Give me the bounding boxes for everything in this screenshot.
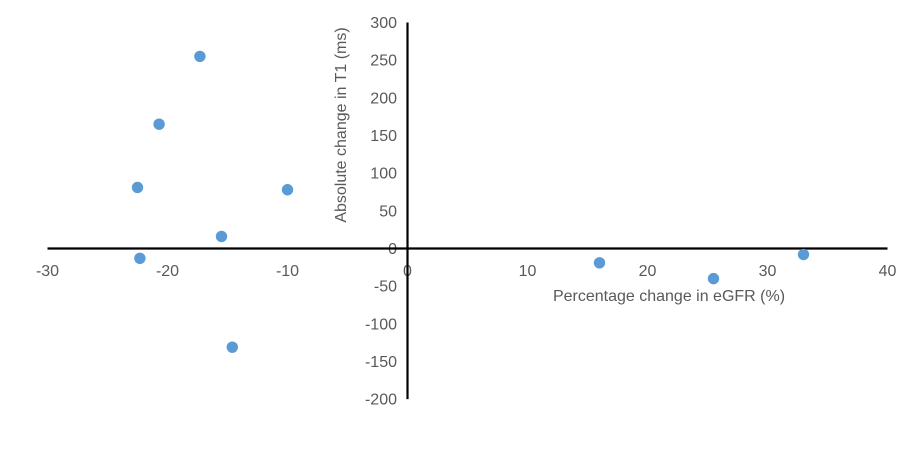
y-tick-label: 200 (370, 90, 397, 107)
y-tick-label: 300 (370, 15, 397, 32)
x-tick-label: -30 (36, 263, 59, 280)
x-tick-label: 40 (879, 263, 897, 280)
data-point (593, 257, 606, 269)
y-tick-label: -50 (374, 279, 397, 296)
y-tick-label: 100 (370, 166, 397, 183)
x-tick-label: -20 (156, 263, 179, 280)
y-tick-label: -150 (365, 354, 397, 371)
data-point (707, 272, 720, 285)
x-tick-label: 20 (639, 263, 657, 280)
data-point (134, 252, 146, 264)
y-tick-label: 150 (370, 128, 397, 145)
x-tick-label: 30 (759, 263, 777, 280)
data-point (131, 181, 144, 194)
y-axis-title: Absolute change in T1 (ms) (333, 27, 350, 223)
data-point (153, 118, 165, 130)
y-tick-label: 250 (370, 53, 397, 70)
x-tick-label: -10 (276, 263, 299, 280)
data-point (215, 230, 228, 243)
y-tick-label: -100 (365, 316, 397, 333)
data-point (797, 248, 810, 261)
y-tick-label: -200 (365, 392, 397, 409)
y-tick-label: 50 (379, 203, 397, 220)
data-point (226, 341, 238, 353)
x-tick-label: 10 (519, 263, 537, 280)
x-axis-title: Percentage change in eGFR (%) (552, 288, 786, 305)
data-point (194, 50, 206, 63)
data-point (281, 184, 294, 196)
